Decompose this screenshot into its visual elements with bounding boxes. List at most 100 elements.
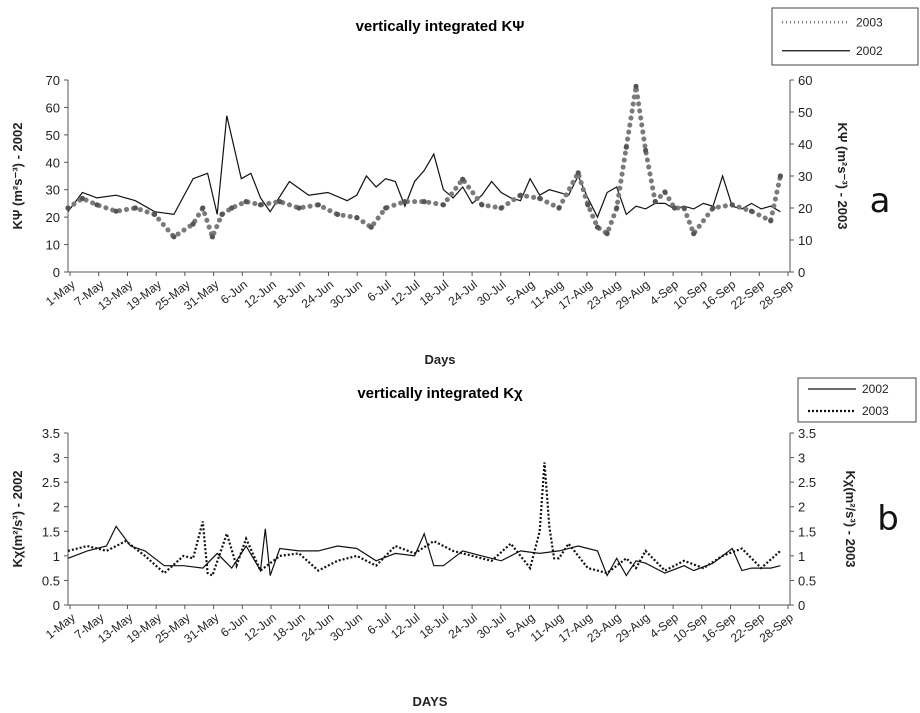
x-tick-label: 28-Sep bbox=[757, 610, 796, 645]
x-axis-label: DAYS bbox=[413, 694, 448, 709]
x-tick-label: 12-Jul bbox=[388, 610, 422, 641]
right-y-axis-label: Kχ(m²/s³) - 2003 bbox=[843, 470, 858, 567]
left-tick-label: 40 bbox=[46, 155, 60, 170]
data-point bbox=[200, 205, 206, 211]
panel-label: a bbox=[870, 181, 891, 221]
left-tick-label: 20 bbox=[46, 210, 60, 225]
left-tick-label: 50 bbox=[46, 128, 60, 143]
right-tick-label: 0 bbox=[798, 598, 805, 613]
data-point bbox=[315, 202, 321, 208]
data-point bbox=[113, 208, 119, 214]
series-line-2003 bbox=[67, 462, 782, 578]
x-tick-label: 12-Jun bbox=[241, 610, 279, 644]
left-tick-label: 1 bbox=[53, 549, 60, 564]
legend-label-2002: 2002 bbox=[862, 382, 889, 396]
series-line-2003 bbox=[65, 86, 783, 244]
x-tick-label: 24-Jun bbox=[299, 277, 337, 311]
x-tick-label: 18-Jul bbox=[417, 610, 451, 641]
data-point bbox=[575, 170, 581, 176]
x-tick-label: 18-Jun bbox=[270, 610, 308, 644]
data-point bbox=[517, 192, 524, 198]
data-point bbox=[633, 83, 639, 89]
right-tick-label: 0.5 bbox=[798, 573, 816, 588]
legend-label-2003: 2003 bbox=[862, 404, 889, 418]
left-tick-label: 2.5 bbox=[42, 475, 60, 490]
series-2003 bbox=[65, 83, 784, 244]
data-point bbox=[65, 205, 71, 211]
left-tick-label: 10 bbox=[46, 238, 60, 253]
x-tick-label: 28-Sep bbox=[757, 277, 796, 312]
left-tick-label: 2 bbox=[53, 500, 60, 515]
data-point bbox=[643, 147, 649, 153]
right-tick-label: 10 bbox=[798, 233, 812, 248]
data-point bbox=[354, 215, 360, 221]
data-point bbox=[209, 234, 215, 240]
left-tick-label: 0 bbox=[53, 598, 60, 613]
right-tick-label: 0 bbox=[798, 265, 805, 280]
right-y-axis-label: KΨ (m²s⁻³) - 2003 bbox=[835, 123, 850, 230]
data-point bbox=[440, 202, 446, 208]
right-tick-label: 3.5 bbox=[798, 426, 816, 441]
left-tick-label: 30 bbox=[46, 183, 60, 198]
series-2003 bbox=[67, 462, 782, 578]
left-tick-label: 1.5 bbox=[42, 524, 60, 539]
data-point bbox=[604, 231, 610, 237]
chart-title: vertically integrated KΨ bbox=[356, 18, 525, 35]
series-line-2002 bbox=[67, 525, 781, 577]
data-point bbox=[277, 199, 283, 205]
right-tick-label: 1 bbox=[798, 549, 805, 564]
data-point bbox=[219, 211, 225, 217]
x-tick-label: 24-Jun bbox=[299, 610, 337, 644]
right-tick-label: 2.5 bbox=[798, 475, 816, 490]
right-tick-label: 60 bbox=[798, 73, 812, 88]
series-line-2002 bbox=[67, 115, 781, 219]
x-tick-label: 24-Jul bbox=[446, 610, 480, 641]
x-tick-label: 12-Jul bbox=[388, 277, 422, 308]
data-point bbox=[777, 173, 784, 179]
x-axis-label: Days bbox=[424, 352, 455, 367]
panel-label: b bbox=[877, 499, 899, 539]
chart-title: vertically integrated Kχ bbox=[357, 385, 523, 402]
data-point bbox=[498, 205, 504, 211]
data-point bbox=[460, 176, 466, 182]
data-point bbox=[537, 195, 543, 201]
data-point bbox=[614, 205, 620, 211]
right-tick-label: 50 bbox=[798, 105, 812, 120]
data-point bbox=[190, 221, 196, 227]
data-point bbox=[479, 202, 485, 208]
data-point bbox=[383, 205, 389, 211]
left-tick-label: 3.5 bbox=[42, 426, 60, 441]
x-tick-label: 30-Jun bbox=[328, 610, 366, 644]
x-tick-label: 18-Jun bbox=[270, 277, 308, 311]
x-tick-label: 12-Jun bbox=[241, 277, 279, 311]
legend-box bbox=[771, 7, 919, 66]
data-point bbox=[79, 195, 85, 201]
data-point bbox=[594, 224, 601, 230]
series-2002 bbox=[67, 525, 781, 577]
data-point bbox=[368, 224, 374, 230]
right-tick-label: 40 bbox=[798, 137, 812, 152]
left-tick-label: 70 bbox=[46, 73, 60, 88]
x-tick-label: 1-May bbox=[43, 610, 78, 642]
data-point bbox=[623, 144, 629, 150]
x-tick-label: 18-Jul bbox=[417, 277, 451, 308]
data-point bbox=[296, 205, 302, 211]
x-tick-label: 30-Jul bbox=[474, 277, 508, 308]
data-point bbox=[334, 211, 341, 217]
data-point bbox=[585, 202, 591, 208]
x-tick-label: 30-Jul bbox=[474, 610, 508, 641]
legend-label-2002: 2002 bbox=[856, 44, 883, 58]
right-tick-label: 1.5 bbox=[798, 524, 816, 539]
left-tick-label: 3 bbox=[53, 451, 60, 466]
left-tick-label: 0.5 bbox=[42, 573, 60, 588]
left-tick-label: 60 bbox=[46, 100, 60, 115]
data-point bbox=[681, 205, 687, 211]
legend-box bbox=[797, 377, 917, 423]
data-point bbox=[152, 211, 158, 217]
data-point bbox=[748, 208, 755, 214]
left-tick-label: 0 bbox=[53, 265, 60, 280]
data-point bbox=[768, 218, 774, 224]
right-tick-label: 30 bbox=[798, 169, 812, 184]
data-point bbox=[132, 205, 138, 211]
